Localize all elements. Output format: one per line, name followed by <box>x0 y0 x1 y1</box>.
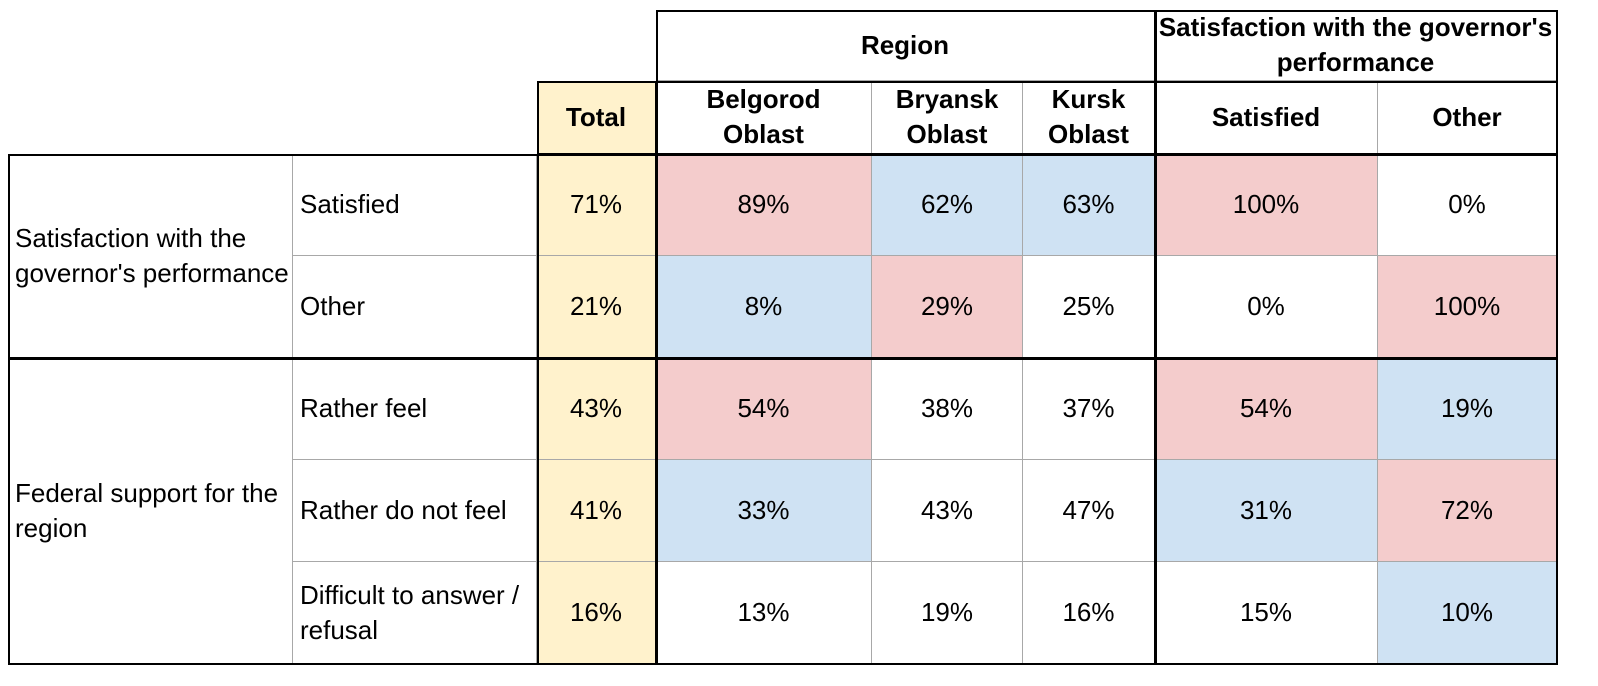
value-cell: 19% <box>872 562 1023 664</box>
value-cell-text: 15% <box>1239 597 1293 627</box>
value-cell: 54% <box>1155 358 1378 460</box>
header-group: Satisfaction with the governor's perform… <box>1155 10 1557 81</box>
value-cell: 13% <box>656 562 872 664</box>
value-cell: 47% <box>1023 460 1155 562</box>
row-label: Difficult to answer / refusal <box>293 562 537 664</box>
row-label: Satisfied <box>293 154 537 256</box>
column-header-text: Other <box>1432 101 1502 132</box>
value-cell: 15% <box>1155 562 1378 664</box>
column-header: Belgorod Oblast <box>656 81 872 154</box>
value-cell-text: 16% <box>1062 597 1115 627</box>
value-cell: 72% <box>1378 460 1557 562</box>
column-header-text: Satisfied <box>1211 101 1321 132</box>
row-label-text: Difficult to answer / refusal <box>300 579 520 645</box>
value-cell: 25% <box>1023 256 1155 358</box>
value-cell-text: 19% <box>920 597 974 627</box>
value-cell: 38% <box>872 358 1023 460</box>
column-header-text: Bryansk Oblast <box>895 84 999 149</box>
column-header: Satisfied <box>1155 81 1378 154</box>
value-cell: 63% <box>1023 154 1155 256</box>
value-cell: 43% <box>537 358 656 460</box>
value-cell-text: 25% <box>1062 291 1115 321</box>
header-group-text: Satisfaction with the governor's perform… <box>1158 12 1553 77</box>
row-label-text: Other <box>300 291 366 321</box>
value-cell-text: 43% <box>920 495 974 525</box>
value-cell-text: 100% <box>1232 189 1300 219</box>
value-cell: 10% <box>1378 562 1557 664</box>
value-cell: 16% <box>537 562 656 664</box>
group-label: Satisfaction with the governor's perform… <box>8 154 293 358</box>
value-cell: 43% <box>872 460 1023 562</box>
column-header-text: Kursk Oblast <box>1048 84 1129 149</box>
column-header: Kursk Oblast <box>1023 81 1155 154</box>
value-cell-text: 72% <box>1440 495 1494 525</box>
value-cell-text: 37% <box>1062 393 1115 423</box>
value-cell: 8% <box>656 256 872 358</box>
column-header-text: Total <box>565 101 627 132</box>
value-cell-text: 16% <box>569 597 623 627</box>
value-cell: 21% <box>537 256 656 358</box>
value-cell-text: 21% <box>569 291 623 321</box>
value-cell-text: 38% <box>920 393 974 423</box>
value-cell: 31% <box>1155 460 1378 562</box>
value-cell-text: 54% <box>1239 393 1293 423</box>
value-cell: 0% <box>1378 154 1557 256</box>
value-cell-text: 31% <box>1239 495 1293 525</box>
group-label-text: Federal support for the region <box>15 477 279 543</box>
value-cell: 54% <box>656 358 872 460</box>
value-cell: 89% <box>656 154 872 256</box>
value-cell: 37% <box>1023 358 1155 460</box>
value-cell-text: 63% <box>1062 189 1115 219</box>
value-cell: 62% <box>872 154 1023 256</box>
value-cell: 100% <box>1155 154 1378 256</box>
value-cell-text: 0% <box>1247 291 1285 321</box>
value-cell-text: 8% <box>744 291 783 321</box>
value-cell: 33% <box>656 460 872 562</box>
value-cell-text: 10% <box>1440 597 1494 627</box>
value-cell-text: 62% <box>920 189 974 219</box>
value-cell: 16% <box>1023 562 1155 664</box>
row-label: Other <box>293 256 537 358</box>
value-cell-text: 33% <box>737 495 790 525</box>
header-group: Region <box>656 10 1155 81</box>
column-header: Total <box>537 81 656 154</box>
column-header-text: Belgorod Oblast <box>706 84 821 149</box>
value-cell-text: 47% <box>1062 495 1115 525</box>
column-header: Other <box>1378 81 1557 154</box>
value-cell-text: 29% <box>920 291 974 321</box>
row-label-text: Rather do not feel <box>300 495 507 525</box>
value-cell: 71% <box>537 154 656 256</box>
value-cell-text: 13% <box>737 597 790 627</box>
group-label: Federal support for the region <box>8 358 293 664</box>
column-header: Bryansk Oblast <box>872 81 1023 154</box>
value-cell-text: 71% <box>569 189 623 219</box>
row-label-text: Rather feel <box>300 393 428 423</box>
value-cell-text: 0% <box>1448 189 1486 219</box>
value-cell: 29% <box>872 256 1023 358</box>
value-cell: 0% <box>1155 256 1378 358</box>
row-label: Rather do not feel <box>293 460 537 562</box>
value-cell: 100% <box>1378 256 1557 358</box>
group-label-text: Satisfaction with the governor's perform… <box>15 222 289 288</box>
row-label: Rather feel <box>293 358 537 460</box>
value-cell-text: 100% <box>1433 291 1501 321</box>
header-group-text: Region <box>860 29 950 60</box>
value-cell-text: 19% <box>1440 393 1494 423</box>
value-cell-text: 54% <box>737 393 790 423</box>
value-cell: 41% <box>537 460 656 562</box>
value-cell-text: 41% <box>569 495 623 525</box>
value-cell: 19% <box>1378 358 1557 460</box>
value-cell-text: 89% <box>737 189 790 219</box>
value-cell-text: 43% <box>569 393 623 423</box>
row-label-text: Satisfied <box>300 189 400 219</box>
